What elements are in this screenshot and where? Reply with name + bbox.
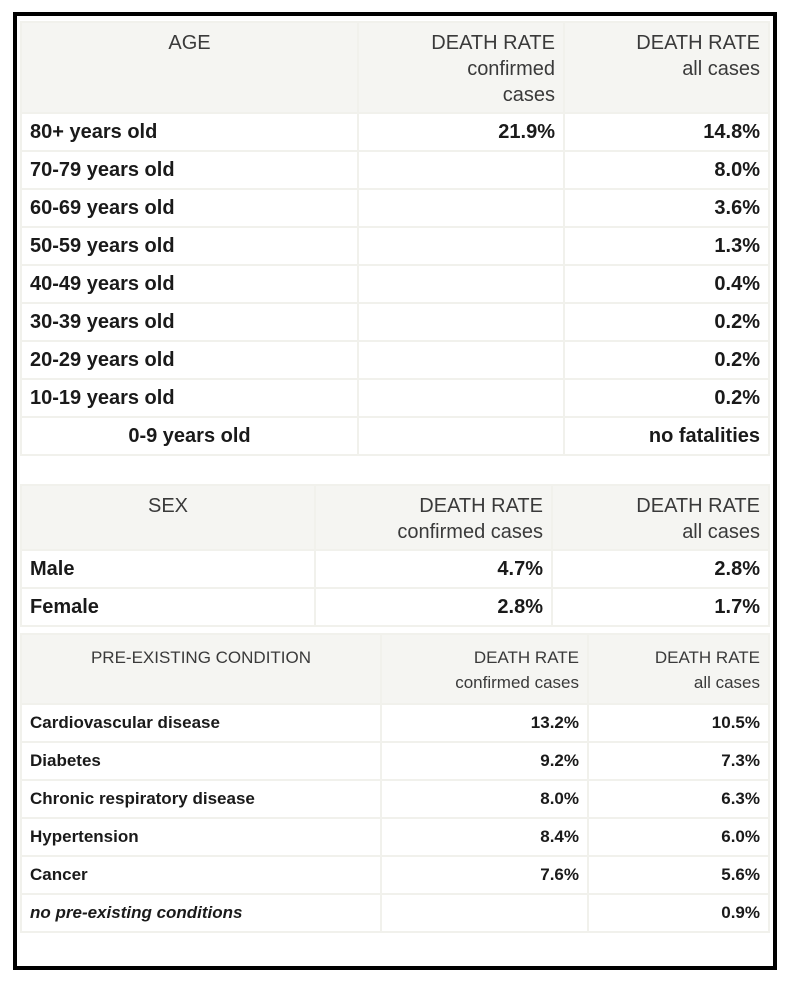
age-label: 60-69 years old [20,188,359,228]
confirmed-rate [357,378,565,418]
condition-death-rate-table: PRE-EXISTING CONDITION DEATH RATE confir… [20,633,770,933]
confirmed-rate [380,893,589,933]
all-cases-rate: no fatalities [563,416,770,456]
age-all-header-line2: all cases [682,58,760,80]
age-label: 50-59 years old [20,226,359,266]
condition-confirmed-header-line1: DEATH RATE [473,648,579,667]
table-row: Hypertension 8.4% 6.0% [20,817,770,857]
age-label: 70-79 years old [20,150,359,190]
condition-label: Hypertension [20,817,382,857]
condition-label: Chronic respiratory disease [20,779,382,819]
confirmed-rate: 8.0% [380,779,589,819]
age-confirmed-header-line2: confirmed [467,58,555,80]
sex-confirmed-header-line2: confirmed cases [397,521,543,543]
table-spacer [20,456,770,484]
sex-all-header-line2: all cases [682,521,760,543]
table-row: 70-79 years old 8.0% [20,150,770,190]
condition-all-header-line2: all cases [693,673,760,692]
all-cases-rate: 6.0% [587,817,770,857]
table-row: Cancer 7.6% 5.6% [20,855,770,895]
age-label: 40-49 years old [20,264,359,304]
all-cases-rate: 6.3% [587,779,770,819]
table-row: 20-29 years old 0.2% [20,340,770,380]
age-header-row: AGE DEATH RATE confirmed cases DEATH RAT… [20,21,770,114]
all-cases-rate: 0.9% [587,893,770,933]
all-cases-rate: 10.5% [587,703,770,743]
table-row: Cardiovascular disease 13.2% 10.5% [20,703,770,743]
all-cases-rate: 5.6% [587,855,770,895]
all-cases-rate: 1.7% [551,587,770,627]
confirmed-rate [357,264,565,304]
condition-all-header-line1: DEATH RATE [654,648,760,667]
all-cases-rate: 14.8% [563,112,770,152]
confirmed-rate: 9.2% [380,741,589,781]
all-cases-rate: 8.0% [563,150,770,190]
table-row: 30-39 years old 0.2% [20,302,770,342]
table-row: Chronic respiratory disease 8.0% 6.3% [20,779,770,819]
sex-confirmed-header: DEATH RATE confirmed cases [314,484,553,551]
condition-label: Cancer [20,855,382,895]
table-row: 10-19 years old 0.2% [20,378,770,418]
condition-header-row: PRE-EXISTING CONDITION DEATH RATE confir… [20,633,770,705]
all-cases-rate: 7.3% [587,741,770,781]
condition-column-header: PRE-EXISTING CONDITION [20,633,382,705]
all-cases-rate: 0.2% [563,378,770,418]
confirmed-rate: 13.2% [380,703,589,743]
table-row: Female 2.8% 1.7% [20,587,770,627]
sex-death-rate-table: SEX DEATH RATE confirmed cases DEATH RAT… [20,484,770,627]
confirmed-rate: 7.6% [380,855,589,895]
sex-column-header: SEX [20,484,316,551]
condition-confirmed-header: DEATH RATE confirmed cases [380,633,589,705]
condition-label: no pre-existing conditions [20,893,382,933]
condition-label: Diabetes [20,741,382,781]
table-row: no pre-existing conditions 0.9% [20,893,770,933]
all-cases-rate: 2.8% [551,549,770,589]
confirmed-rate: 2.8% [314,587,553,627]
confirmed-rate: 4.7% [314,549,553,589]
all-cases-rate: 0.2% [563,340,770,380]
table-row: 0-9 years old no fatalities [20,416,770,456]
age-label: 20-29 years old [20,340,359,380]
confirmed-rate [357,226,565,266]
table-row: 50-59 years old 1.3% [20,226,770,266]
confirmed-rate [357,416,565,456]
confirmed-rate [357,150,565,190]
age-all-header-line1: DEATH RATE [636,32,760,54]
age-label: 30-39 years old [20,302,359,342]
all-cases-rate: 1.3% [563,226,770,266]
death-rate-panel: AGE DEATH RATE confirmed cases DEATH RAT… [13,12,777,970]
all-cases-rate: 0.2% [563,302,770,342]
age-confirmed-header-line1: DEATH RATE [431,32,555,54]
table-row: Diabetes 9.2% 7.3% [20,741,770,781]
age-label: 0-9 years old [20,416,359,456]
confirmed-rate: 21.9% [357,112,565,152]
all-cases-rate: 0.4% [563,264,770,304]
table-row: Male 4.7% 2.8% [20,549,770,589]
all-cases-rate: 3.6% [563,188,770,228]
confirmed-rate [357,188,565,228]
confirmed-rate [357,302,565,342]
age-confirmed-header-line3: cases [502,84,555,106]
confirmed-rate [357,340,565,380]
confirmed-rate: 8.4% [380,817,589,857]
sex-label: Male [20,549,316,589]
sex-all-header-line1: DEATH RATE [636,495,760,517]
age-label: 80+ years old [20,112,359,152]
sex-header-row: SEX DEATH RATE confirmed cases DEATH RAT… [20,484,770,551]
age-death-rate-table: AGE DEATH RATE confirmed cases DEATH RAT… [20,21,770,456]
condition-label: Cardiovascular disease [20,703,382,743]
age-confirmed-header: DEATH RATE confirmed cases [357,21,565,114]
sex-confirmed-header-line1: DEATH RATE [419,495,543,517]
condition-confirmed-header-line2: confirmed cases [455,673,579,692]
sex-label: Female [20,587,316,627]
age-all-header: DEATH RATE all cases [563,21,770,114]
table-row: 40-49 years old 0.4% [20,264,770,304]
age-label: 10-19 years old [20,378,359,418]
sex-all-header: DEATH RATE all cases [551,484,770,551]
age-column-header: AGE [20,21,359,114]
table-row: 80+ years old 21.9% 14.8% [20,112,770,152]
table-row: 60-69 years old 3.6% [20,188,770,228]
condition-all-header: DEATH RATE all cases [587,633,770,705]
